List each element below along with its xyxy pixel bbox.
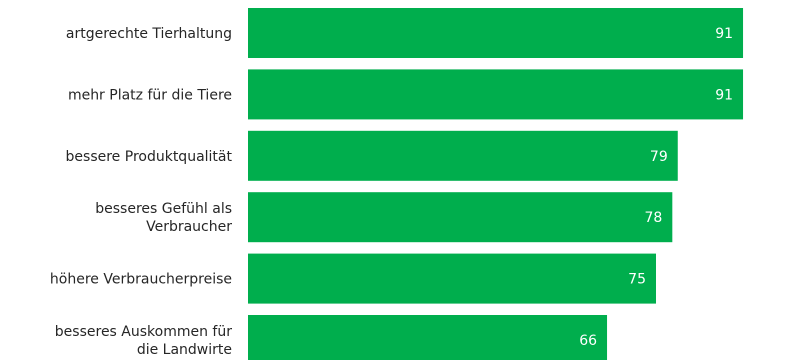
category-labels-group: artgerechte Tierhaltung mehr Platz für di… (50, 26, 233, 358)
category-label-4: besseres Gefühl als Verbraucher (95, 201, 232, 235)
category-label-6-line-1: besseres Auskommen für (55, 324, 232, 340)
bar-5 (248, 253, 656, 304)
category-label-3-line-1: bessere Produktqualität (66, 149, 233, 165)
category-label-1-line-1: artgerechte Tierhaltung (66, 26, 232, 42)
bar-2 (248, 69, 744, 120)
category-label-3: bessere Produktqualität (66, 149, 233, 165)
bars-group (248, 8, 744, 360)
value-label-2: 91 (715, 87, 733, 103)
value-label-1: 91 (715, 26, 733, 42)
bar-3 (248, 130, 678, 181)
value-labels-group: 91 91 79 78 75 66 (579, 26, 733, 349)
category-label-2-line-1: mehr Platz für die Tiere (68, 87, 232, 103)
category-label-5-line-1: höhere Verbraucherpreise (50, 272, 232, 288)
category-label-6: besseres Auskommen für die Landwirte (55, 324, 232, 358)
bar-6 (248, 315, 608, 360)
category-label-2: mehr Platz für die Tiere (68, 87, 232, 103)
category-label-6-line-2: die Landwirte (137, 342, 232, 358)
category-label-5: höhere Verbraucherpreise (50, 272, 232, 288)
bar-4 (248, 192, 673, 243)
value-label-5: 75 (628, 272, 646, 288)
category-label-1: artgerechte Tierhaltung (66, 26, 232, 42)
category-label-4-line-1: besseres Gefühl als (95, 201, 232, 217)
value-label-3: 79 (650, 149, 668, 165)
bar-1 (248, 8, 744, 58)
category-label-4-line-2: Verbraucher (146, 219, 232, 235)
value-label-6: 66 (579, 333, 597, 349)
value-label-4: 78 (644, 210, 662, 226)
